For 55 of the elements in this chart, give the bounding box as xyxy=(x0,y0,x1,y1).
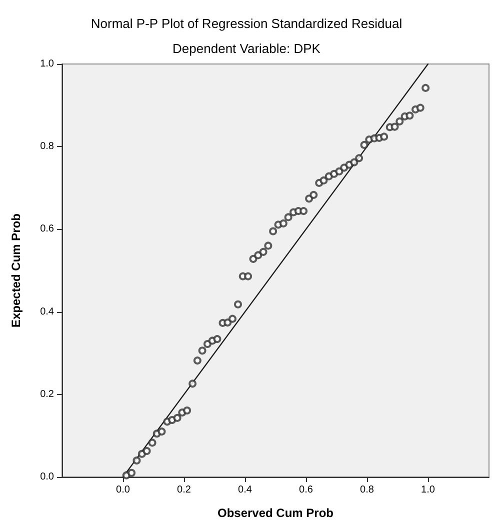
point xyxy=(228,314,236,323)
point xyxy=(300,207,308,216)
point xyxy=(234,300,242,308)
x-tick-label: 0.0 xyxy=(116,484,130,496)
point xyxy=(259,248,268,256)
point xyxy=(284,213,292,222)
x-tick-label: 0.8 xyxy=(360,484,374,496)
y-axis-title: Expected Cum Prob xyxy=(9,213,23,328)
point xyxy=(264,242,272,250)
x-tick-label: 0.6 xyxy=(299,484,314,496)
point xyxy=(320,176,328,184)
point xyxy=(244,272,252,280)
point xyxy=(360,140,368,149)
point xyxy=(188,380,197,388)
point xyxy=(305,194,314,203)
point xyxy=(390,122,399,131)
point xyxy=(340,164,348,172)
point xyxy=(173,414,182,422)
point xyxy=(224,318,232,327)
point xyxy=(396,117,404,126)
point xyxy=(406,112,414,120)
x-tick-label: 0.2 xyxy=(177,484,192,496)
y-tick-label: 0.2 xyxy=(40,388,54,400)
point xyxy=(128,468,136,477)
point xyxy=(350,158,358,166)
y-tick-label: 0.8 xyxy=(40,141,54,152)
point xyxy=(213,335,222,344)
point xyxy=(254,251,262,260)
y-tick-label: 0.6 xyxy=(40,224,54,235)
y-tick-label: 0.4 xyxy=(40,306,54,318)
point xyxy=(183,406,192,415)
point xyxy=(416,104,424,112)
point xyxy=(142,446,151,455)
point xyxy=(148,438,156,447)
x-axis-title: Observed Cum Prob xyxy=(217,506,334,520)
x-tick-label: 0.4 xyxy=(238,484,252,496)
chart-subtitle: Dependent Variable: DPK xyxy=(172,41,321,56)
chart-title: Normal P-P Plot of Regression Standardized Residual xyxy=(90,16,402,31)
y-tick-label: 1.0 xyxy=(40,58,54,70)
point xyxy=(132,456,141,464)
point xyxy=(203,340,212,348)
point xyxy=(310,190,318,199)
y-tick-label: 0.0 xyxy=(40,472,54,482)
point xyxy=(330,170,338,178)
point xyxy=(198,346,206,355)
point xyxy=(422,84,430,92)
point xyxy=(335,167,344,176)
point xyxy=(380,132,388,141)
point xyxy=(158,428,166,436)
point xyxy=(249,254,258,263)
point xyxy=(279,219,288,228)
point xyxy=(193,356,202,365)
x-tick-label: 1.0 xyxy=(421,484,436,496)
point xyxy=(355,154,364,162)
point xyxy=(269,227,278,236)
